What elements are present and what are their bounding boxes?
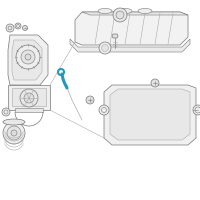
Ellipse shape	[98, 8, 112, 14]
Polygon shape	[112, 34, 118, 38]
Circle shape	[116, 11, 124, 19]
Circle shape	[3, 122, 25, 144]
Circle shape	[24, 93, 34, 103]
Polygon shape	[8, 35, 48, 85]
Polygon shape	[12, 88, 46, 106]
Circle shape	[99, 105, 109, 115]
Circle shape	[11, 130, 17, 136]
Circle shape	[99, 42, 111, 54]
Circle shape	[8, 26, 12, 30]
Circle shape	[25, 54, 31, 60]
Circle shape	[6, 24, 14, 32]
Circle shape	[15, 23, 21, 29]
Circle shape	[20, 89, 38, 107]
Circle shape	[2, 108, 10, 116]
Circle shape	[22, 25, 28, 30]
Circle shape	[21, 50, 35, 64]
Polygon shape	[110, 89, 190, 140]
Polygon shape	[12, 40, 42, 80]
Polygon shape	[15, 108, 43, 112]
Polygon shape	[70, 39, 190, 52]
Circle shape	[16, 45, 40, 69]
Circle shape	[113, 8, 127, 22]
Circle shape	[86, 96, 94, 104]
Circle shape	[151, 79, 159, 87]
Polygon shape	[104, 85, 196, 145]
Polygon shape	[8, 85, 50, 110]
Circle shape	[102, 45, 108, 51]
Polygon shape	[75, 12, 188, 45]
Ellipse shape	[3, 119, 25, 125]
Circle shape	[193, 105, 200, 115]
Polygon shape	[82, 12, 188, 15]
Ellipse shape	[118, 8, 132, 14]
Ellipse shape	[138, 8, 152, 14]
Circle shape	[7, 126, 21, 140]
